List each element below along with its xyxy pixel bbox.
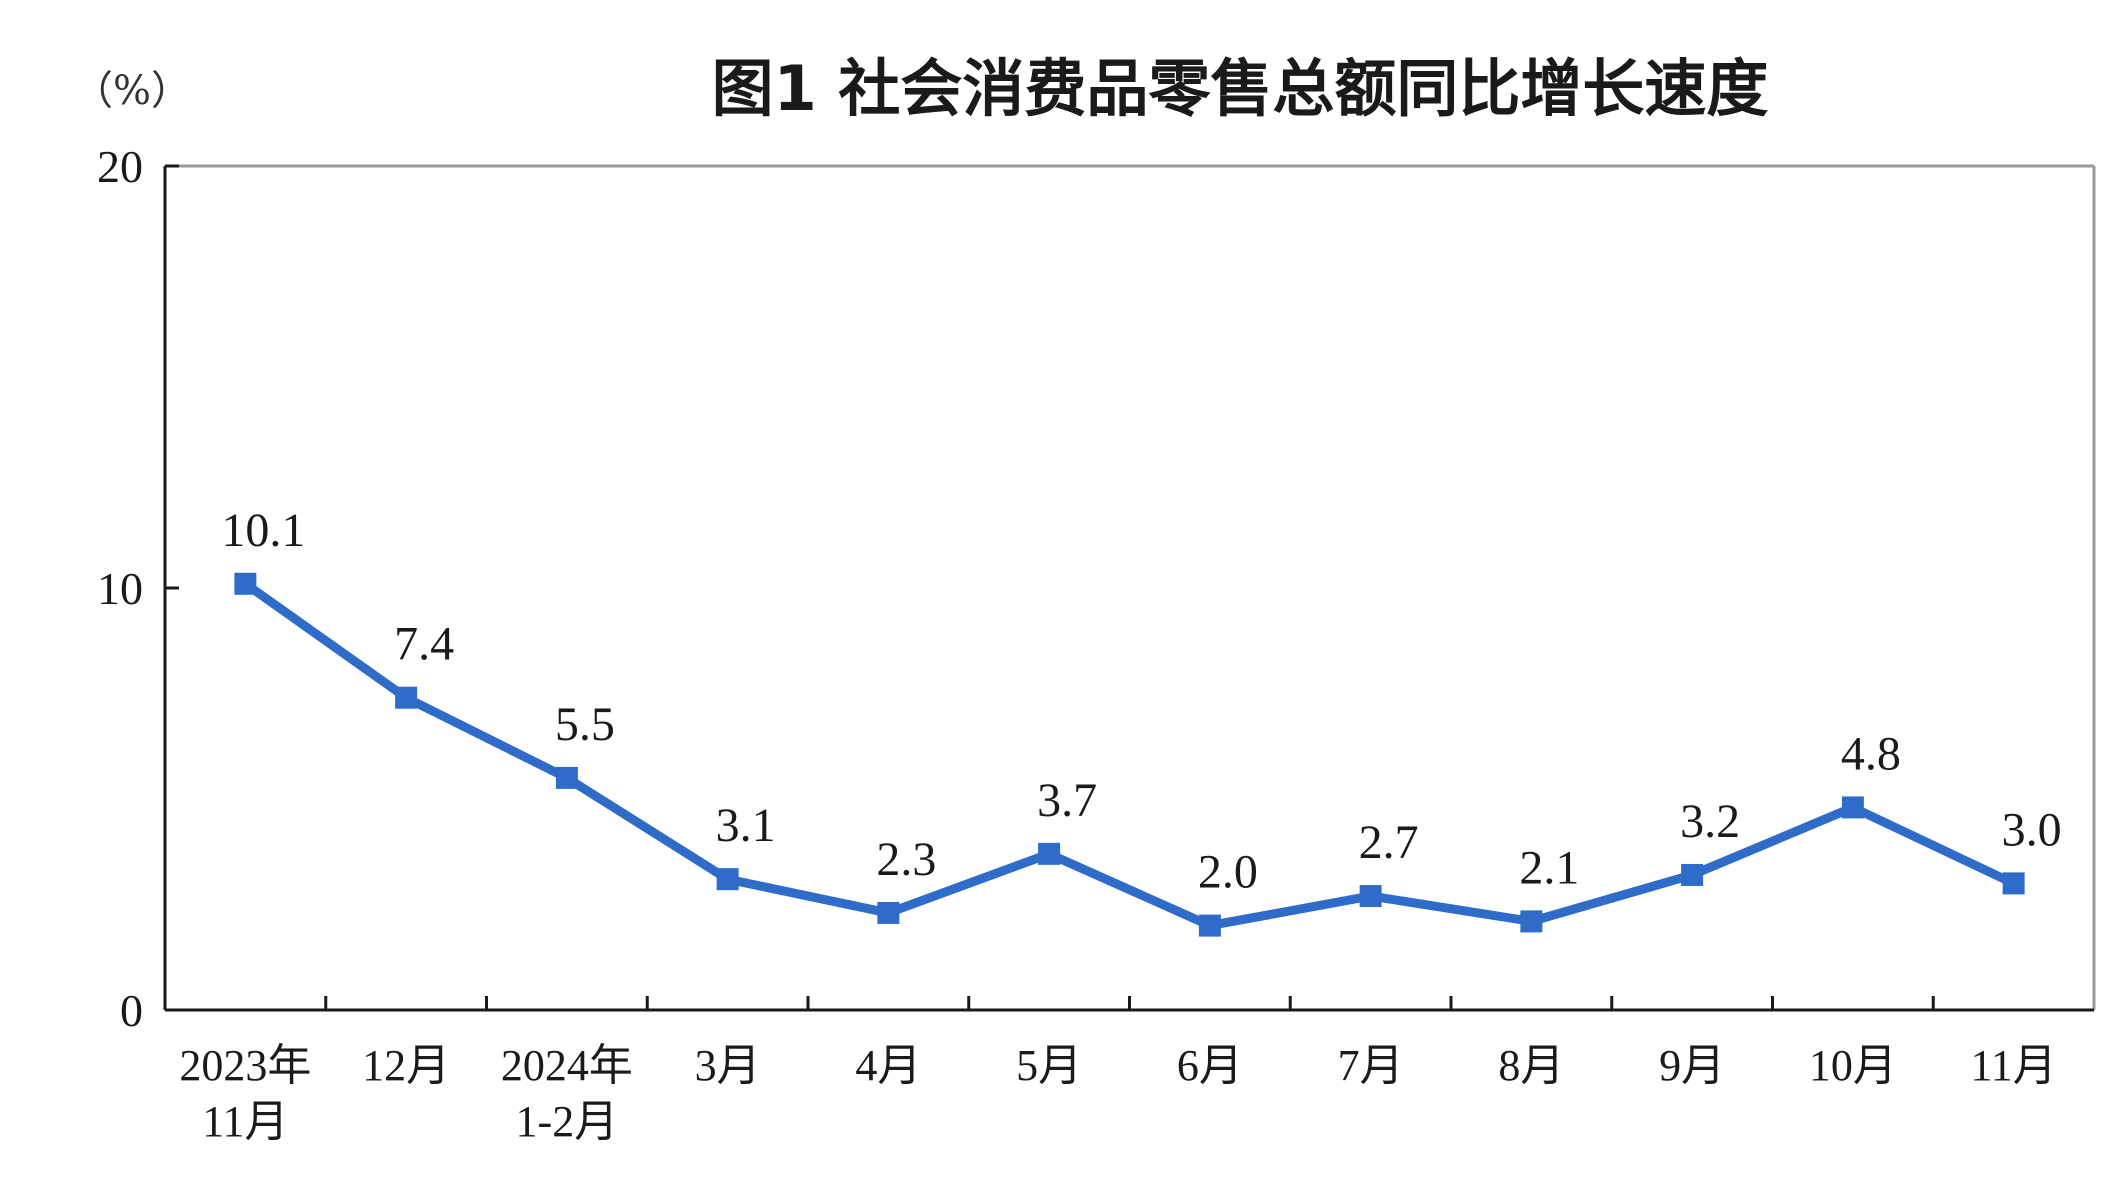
data-point bbox=[716, 868, 739, 891]
data-label: 2.0 bbox=[1198, 846, 1258, 899]
data-point bbox=[1681, 863, 1704, 886]
x-tick-label: 2024年 1-2月 bbox=[501, 1041, 633, 1146]
data-point bbox=[2002, 872, 2025, 895]
series-points-group bbox=[234, 572, 2025, 937]
data-label: 3.7 bbox=[1037, 774, 1097, 827]
x-tick-label: 4月 bbox=[855, 1041, 921, 1090]
y-tick-label: 20 bbox=[97, 141, 143, 192]
data-label: 2.7 bbox=[1359, 816, 1419, 869]
y-tick-label: 0 bbox=[120, 985, 143, 1036]
data-point bbox=[555, 766, 578, 789]
data-label: 2.3 bbox=[876, 833, 936, 886]
y-tick-label: 10 bbox=[97, 563, 143, 614]
x-tick-label-line: 3月 bbox=[695, 1041, 761, 1090]
series-line bbox=[240, 579, 2019, 931]
data-point bbox=[234, 572, 257, 595]
data-point bbox=[1841, 796, 1864, 819]
x-tick-label-line: 1-2月 bbox=[516, 1097, 619, 1146]
x-tick-label-line: 10月 bbox=[1809, 1041, 1897, 1090]
x-tick-label: 7月 bbox=[1338, 1041, 1404, 1090]
data-label: 3.2 bbox=[1680, 795, 1740, 848]
x-tick-label: 11月 bbox=[1970, 1041, 2056, 1090]
x-tick-label-line: 11月 bbox=[1970, 1041, 2056, 1090]
data-point bbox=[1359, 885, 1382, 908]
data-label: 10.1 bbox=[221, 504, 305, 557]
data-label: 3.1 bbox=[716, 799, 776, 852]
data-label: 3.0 bbox=[2002, 803, 2062, 856]
data-label: 2.1 bbox=[1519, 841, 1579, 894]
x-tick-label-line: 5月 bbox=[1016, 1041, 1082, 1090]
x-tick-label: 9月 bbox=[1659, 1041, 1725, 1090]
data-label: 4.8 bbox=[1841, 727, 1901, 780]
x-tick-label: 5月 bbox=[1016, 1041, 1082, 1090]
data-label: 7.4 bbox=[394, 618, 454, 671]
y-unit-label: （%） bbox=[73, 68, 191, 114]
x-axis-ticks: 2023年 11月 12月 2024年 1-2月 3月 4月 5月 6月 7月 8月 9月 10月 11月 bbox=[179, 996, 2057, 1146]
plot-frame bbox=[163, 164, 2096, 1012]
x-tick-label-line: 2024年 bbox=[501, 1041, 633, 1090]
x-tick-label-line: 11月 bbox=[202, 1097, 288, 1146]
data-point bbox=[1520, 910, 1543, 933]
x-tick-label: 8月 bbox=[1498, 1041, 1564, 1090]
x-tick-label-line: 4月 bbox=[855, 1041, 921, 1090]
x-tick-label-line: 7月 bbox=[1338, 1041, 1404, 1090]
x-tick-label: 3月 bbox=[695, 1041, 761, 1090]
x-tick-label-line: 12月 bbox=[362, 1041, 450, 1090]
x-tick-label: 6月 bbox=[1177, 1041, 1243, 1090]
chart-title: 图1 社会消费品零售总额同比增长速度 bbox=[712, 52, 1769, 125]
data-point bbox=[1038, 842, 1061, 865]
data-point bbox=[877, 901, 900, 924]
x-tick-label-line: 9月 bbox=[1659, 1041, 1725, 1090]
x-tick-label: 12月 bbox=[362, 1041, 450, 1090]
data-point bbox=[1198, 914, 1221, 937]
data-point bbox=[395, 686, 418, 709]
data-labels-group: 10.1 7.4 5.5 3.1 2.3 3.7 2.0 2.7 2.1 3.2 4.8 3.0 bbox=[221, 504, 2061, 899]
x-tick-label-line: 6月 bbox=[1177, 1041, 1243, 1090]
y-axis-ticks: 0 10 20 bbox=[97, 141, 179, 1036]
series-line-group bbox=[240, 579, 2019, 931]
x-tick-label-line: 8月 bbox=[1498, 1041, 1564, 1090]
x-tick-label-line: 2023年 bbox=[179, 1041, 311, 1090]
x-tick-label: 10月 bbox=[1809, 1041, 1897, 1090]
x-tick-label: 2023年 11月 bbox=[179, 1041, 311, 1146]
data-label: 5.5 bbox=[555, 698, 615, 751]
